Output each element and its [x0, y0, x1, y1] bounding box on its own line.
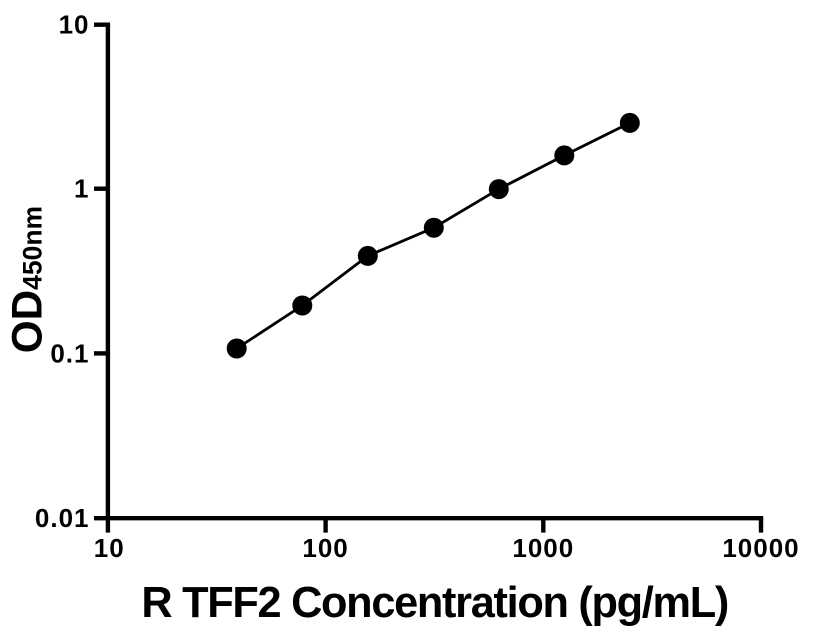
svg-text:10000: 10000	[722, 533, 799, 563]
svg-text:R TFF2 Concentration (pg/mL): R TFF2 Concentration (pg/mL)	[141, 579, 728, 627]
svg-text:0.01: 0.01	[35, 503, 90, 533]
svg-text:OD450nm: OD450nm	[4, 206, 51, 353]
svg-text:1000: 1000	[512, 533, 574, 563]
svg-text:100: 100	[302, 533, 348, 563]
svg-text:10: 10	[59, 10, 90, 40]
svg-text:0.1: 0.1	[50, 338, 89, 368]
svg-text:10: 10	[94, 533, 125, 563]
svg-text:1: 1	[74, 174, 89, 204]
